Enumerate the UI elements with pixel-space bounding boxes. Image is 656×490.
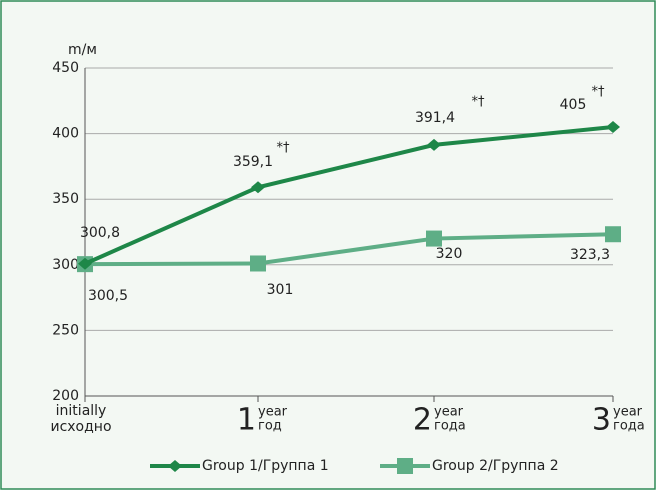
x-tick-label: 2 <box>413 403 432 438</box>
point <box>605 226 621 243</box>
y-tick-label: 450 <box>52 60 79 76</box>
annotation: *† <box>472 95 486 110</box>
x-tick-label: год <box>258 419 282 434</box>
data-label: 300,8 <box>80 225 120 241</box>
point <box>251 181 265 194</box>
data-label: 405 <box>560 97 587 113</box>
point <box>606 121 620 134</box>
series-line <box>84 125 614 266</box>
point <box>78 257 92 270</box>
y-tick-label: 250 <box>52 322 79 338</box>
x-tick-label: year <box>434 405 464 420</box>
x-tick-label: year <box>258 405 288 420</box>
annotation: *† <box>592 85 606 100</box>
data-label: 323,3 <box>570 247 610 263</box>
x-tick-label: исходно <box>50 419 111 435</box>
y-axis-label: m/м <box>68 42 97 58</box>
series-line <box>84 232 614 267</box>
x-tick-label: initially <box>56 403 107 419</box>
legend-label: Group 2/Группа 2 <box>432 458 559 474</box>
legend-label: Group 1/Группа 1 <box>202 458 329 474</box>
data-label: 301 <box>267 282 294 298</box>
data-label: 359,1 <box>233 154 273 170</box>
x-tick-label: года <box>613 419 645 434</box>
data-label: 320 <box>436 246 463 262</box>
data-label: 391,4 <box>415 110 455 126</box>
point <box>250 255 266 272</box>
x-tick-label: year <box>613 405 643 420</box>
point <box>427 138 441 151</box>
legend-marker <box>168 460 182 472</box>
y-tick-label: 200 <box>52 388 79 404</box>
data-label: 300,5 <box>88 288 128 304</box>
point <box>426 230 442 247</box>
legend-marker <box>397 458 413 474</box>
x-tick-label: 3 <box>592 403 611 438</box>
y-tick-label: 400 <box>52 126 79 142</box>
x-tick-label: года <box>434 419 466 434</box>
annotation: *† <box>277 141 291 156</box>
x-tick-label: 1 <box>237 403 256 438</box>
y-tick-label: 350 <box>52 191 79 207</box>
y-tick-label: 300 <box>52 257 79 273</box>
